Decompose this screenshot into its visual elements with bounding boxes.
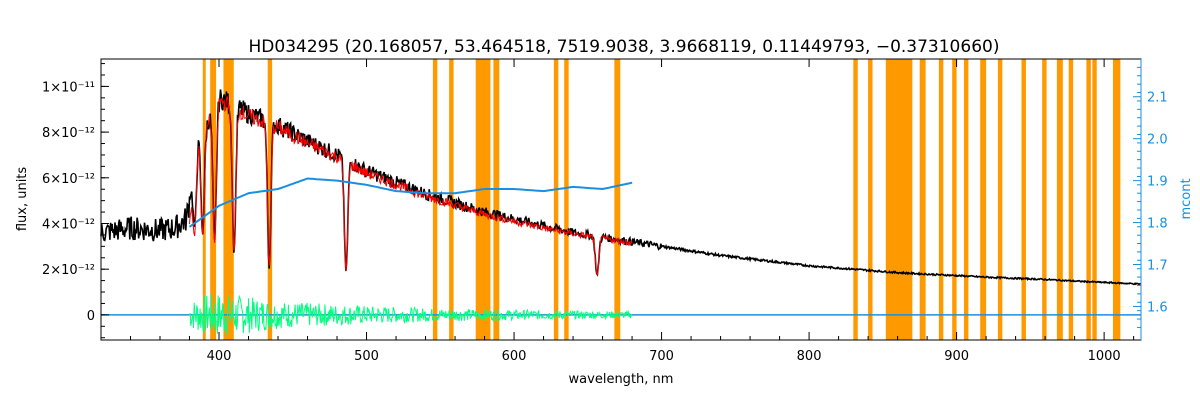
masked-region (919, 59, 926, 340)
masked-region (952, 59, 957, 340)
masked-region (553, 59, 559, 340)
masked-region (1056, 59, 1063, 340)
masked-region (564, 59, 569, 340)
y-tick-label: 4×10⁻¹² (42, 217, 95, 232)
masked-region (1068, 59, 1074, 340)
x-axis-ticks: 400 500 600 700 800 900 1000 (130, 59, 1135, 364)
residuals-group (189, 293, 633, 335)
masked-region (1112, 59, 1121, 340)
y-tick-label: 0 (87, 309, 95, 324)
masked-region (475, 59, 491, 340)
masked-region (853, 59, 858, 340)
y2-axis-title: mcont (1179, 178, 1194, 219)
masked-region (267, 59, 273, 340)
residuals-line (189, 293, 633, 335)
y2-tick-label: 1.8 (1147, 217, 1168, 232)
x-tick-label: 1000 (1088, 349, 1121, 364)
x-tick-label: 400 (207, 349, 232, 364)
masked-region (997, 59, 1003, 340)
y2-tick-label: 2.0 (1147, 133, 1168, 148)
masked-region (1042, 59, 1047, 340)
x-tick-label: 800 (797, 349, 822, 364)
y2-axis-ticks: 1.6 1.7 1.8 1.9 2.0 2.1 (1133, 66, 1168, 328)
y2-tick-label: 1.7 (1147, 259, 1168, 274)
masked-regions (202, 59, 1121, 340)
chart-title: HD034295 (20.168057, 53.464518, 7519.903… (249, 37, 1000, 57)
y-tick-label: 2×10⁻¹² (42, 263, 95, 278)
y-tick-label: 8×10⁻¹² (42, 126, 95, 141)
masked-region (1086, 59, 1091, 340)
model-spectrum-line (189, 96, 633, 276)
y2-tick-label: 1.6 (1147, 300, 1168, 315)
y-axis-title: flux, units (15, 167, 30, 232)
mcont-line (188, 177, 633, 228)
masked-region (868, 59, 873, 340)
masked-region (614, 59, 621, 340)
x-tick-label: 700 (649, 349, 674, 364)
masked-region (980, 59, 987, 340)
x-tick-label: 600 (502, 349, 527, 364)
masked-region (1021, 59, 1026, 340)
model-spectrum-group (189, 96, 633, 276)
x-tick-label: 500 (354, 349, 379, 364)
y-tick-label: 1×10⁻¹¹ (42, 80, 95, 95)
masked-region (938, 59, 944, 340)
y2-tick-label: 2.1 (1147, 91, 1168, 106)
y2-tick-label: 1.9 (1147, 175, 1168, 190)
masked-region (885, 59, 913, 340)
masked-region (493, 59, 500, 340)
masked-region (1092, 59, 1097, 340)
y-tick-label: 6×10⁻¹² (42, 172, 95, 187)
masked-region (223, 59, 234, 340)
mcont-group (188, 177, 633, 228)
masked-region (963, 59, 969, 340)
x-axis-title: wavelength, nm (569, 372, 674, 387)
x-tick-label: 900 (944, 349, 969, 364)
y-axis-ticks: 0 2×10⁻¹² 4×10⁻¹² 6×10⁻¹² 8×10⁻¹² 1×10⁻¹¹ (42, 63, 109, 339)
